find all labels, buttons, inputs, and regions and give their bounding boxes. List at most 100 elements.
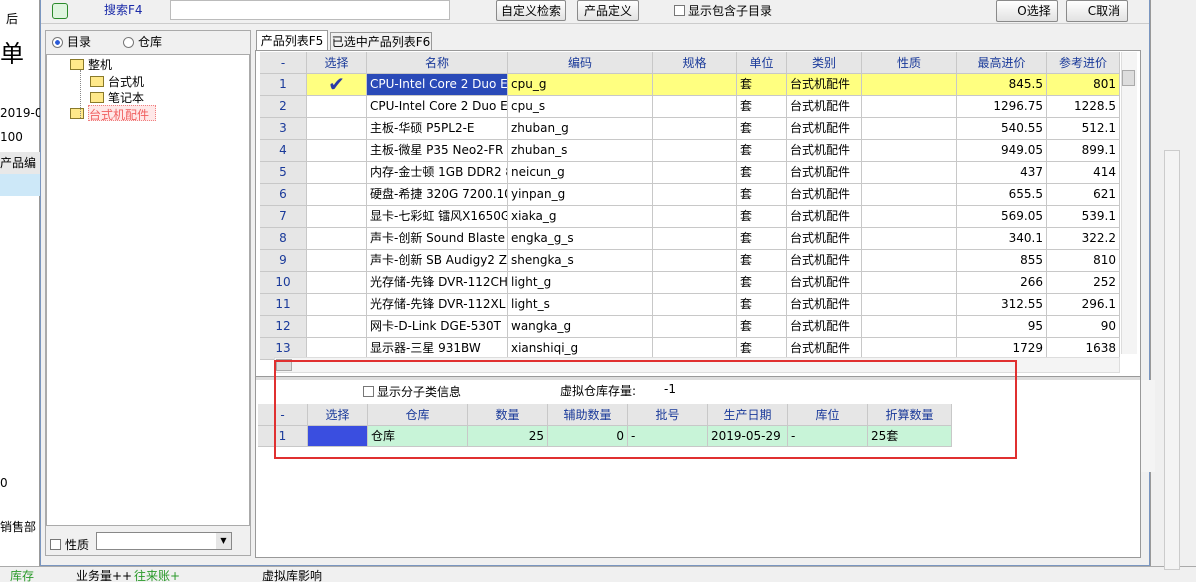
status-item: 虚拟库影响 xyxy=(262,569,323,582)
grid-cell: light_g xyxy=(508,272,653,294)
grid-cell: 801 xyxy=(1047,74,1120,96)
dropdown[interactable] xyxy=(96,532,232,550)
grid-cell xyxy=(653,294,737,316)
grid-cell: 内存-金士顿 1GB DDR2 8 xyxy=(367,162,508,184)
grid-cell[interactable] xyxy=(307,184,367,206)
radio[interactable] xyxy=(52,37,63,48)
grid-cell: 1228.5 xyxy=(1047,96,1120,118)
grid-cell: 台式机配件 xyxy=(787,228,862,250)
dropdown-arrow[interactable]: ▼ xyxy=(216,533,231,549)
grid-cell: 655.5 xyxy=(957,184,1047,206)
grid-cell: 套 xyxy=(737,316,787,338)
grid-cell: 2019-05-29 xyxy=(708,426,788,447)
tree-node[interactable]: 笔记本 xyxy=(108,91,145,105)
grid-cell[interactable] xyxy=(307,96,367,118)
grid-header: 折算数量 xyxy=(868,404,952,426)
grid-cell: - xyxy=(788,426,868,447)
scroll-thumb[interactable] xyxy=(276,359,292,371)
grid-cell xyxy=(653,316,737,338)
grid-cell: xiaka_g xyxy=(508,206,653,228)
grid-cell[interactable] xyxy=(307,272,367,294)
tab[interactable]: 产品列表F5 xyxy=(256,30,328,51)
grid-cell: 845.5 xyxy=(957,74,1047,96)
grid-cell: 套 xyxy=(737,96,787,118)
row-number: 7 xyxy=(260,206,307,228)
grid-cell: yinpan_g xyxy=(508,184,653,206)
grid-cell[interactable] xyxy=(307,140,367,162)
grid-cell xyxy=(653,228,737,250)
grid-cell[interactable] xyxy=(308,426,368,447)
grid-cell xyxy=(653,206,737,228)
search-input[interactable] xyxy=(170,0,450,20)
grid-cell[interactable] xyxy=(307,206,367,228)
bg-text: 0 xyxy=(0,476,8,490)
grid-cell: wangka_g xyxy=(508,316,653,338)
grid-header: 选择 xyxy=(307,52,367,74)
button[interactable]: C取消 xyxy=(1066,0,1128,22)
grid-cell[interactable] xyxy=(307,250,367,272)
row-number: 1 xyxy=(260,74,307,96)
grid-cell xyxy=(653,118,737,140)
grid-cell: 414 xyxy=(1047,162,1120,184)
label: 虚拟仓库存量: xyxy=(560,384,637,398)
grid-cell: 1729 xyxy=(957,338,1047,360)
tab[interactable]: 已选中产品列表F6 xyxy=(330,32,432,51)
grid-cell: 25 xyxy=(468,426,548,447)
button[interactable]: O选择 xyxy=(996,0,1058,22)
row-number: 5 xyxy=(260,162,307,184)
grid-cell: 340.1 xyxy=(957,228,1047,250)
grid-cell: 台式机配件 xyxy=(787,162,862,184)
row-number: 11 xyxy=(260,294,307,316)
grid-cell: CPU-Intel Core 2 Duo E xyxy=(367,74,508,96)
grid-cell: 437 xyxy=(957,162,1047,184)
grid-cell xyxy=(653,250,737,272)
bg-scroll xyxy=(1164,150,1180,570)
grid-cell[interactable] xyxy=(307,316,367,338)
grid-cell: 322.2 xyxy=(1047,228,1120,250)
row-number: 3 xyxy=(260,118,307,140)
splitter xyxy=(256,376,1140,380)
vscroll xyxy=(1141,380,1155,472)
folder-icon xyxy=(90,92,104,103)
tree-node[interactable]: 台式机配件 xyxy=(88,105,156,121)
grid-cell xyxy=(862,316,957,338)
button[interactable]: 产品定义 xyxy=(577,0,639,21)
grid-header: 单位 xyxy=(737,52,787,74)
checkbox[interactable] xyxy=(674,5,685,16)
row-number: 12 xyxy=(260,316,307,338)
grid-cell: 266 xyxy=(957,272,1047,294)
grid-cell xyxy=(862,228,957,250)
grid-cell[interactable] xyxy=(307,294,367,316)
grid-cell: 套 xyxy=(737,184,787,206)
tree-node[interactable]: 台式机 xyxy=(108,75,145,89)
row-number: 4 xyxy=(260,140,307,162)
grid-cell[interactable] xyxy=(307,118,367,140)
grid-cell: neicun_g xyxy=(508,162,653,184)
grid-cell xyxy=(862,206,957,228)
grid-header: 性质 xyxy=(862,52,957,74)
grid-cell: 台式机配件 xyxy=(787,118,862,140)
grid-cell: xianshiqi_g xyxy=(508,338,653,360)
grid-cell: 台式机配件 xyxy=(787,250,862,272)
grid-cell: 855 xyxy=(957,250,1047,272)
grid-cell xyxy=(862,74,957,96)
grid-cell[interactable]: ✔ xyxy=(307,74,367,96)
grid-cell[interactable] xyxy=(307,162,367,184)
bg-title: 单 xyxy=(0,40,24,64)
grid-header: - xyxy=(260,52,307,74)
grid-cell[interactable] xyxy=(307,228,367,250)
grid-cell: 主板-微星 P35 Neo2-FR xyxy=(367,140,508,162)
grid-cell xyxy=(862,294,957,316)
tree-node[interactable]: 整机 xyxy=(88,58,113,72)
search-button[interactable]: 搜索F4 xyxy=(104,3,143,17)
status-item: 往来账+ xyxy=(134,569,181,582)
grid-header: 生产日期 xyxy=(708,404,788,426)
row-number: 2 xyxy=(260,96,307,118)
grid-cell: 台式机配件 xyxy=(787,294,862,316)
radio[interactable] xyxy=(123,37,134,48)
status-bar xyxy=(0,566,1196,582)
checkbox[interactable] xyxy=(363,386,374,397)
scroll-thumb[interactable] xyxy=(1122,70,1135,86)
button[interactable]: 自定义检索 xyxy=(496,0,566,21)
checkbox[interactable] xyxy=(50,539,61,550)
